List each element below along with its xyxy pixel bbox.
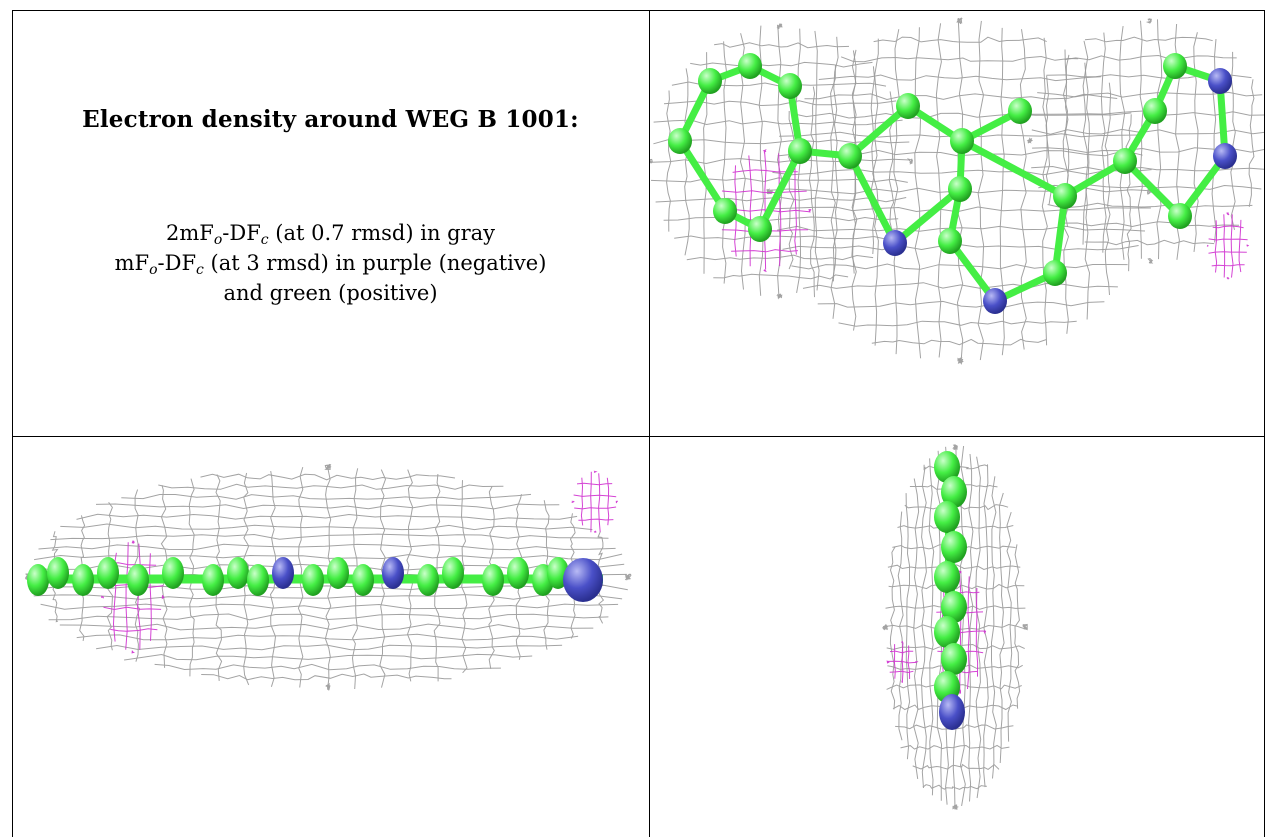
carbon-atom xyxy=(352,564,374,596)
carbon-atom xyxy=(27,564,49,596)
nitrogen-atom xyxy=(939,694,965,730)
figure-heading: Electron density around WEG B 1001: xyxy=(82,106,579,133)
carbon-atom xyxy=(941,643,967,675)
carbon-atom xyxy=(1053,183,1077,209)
carbon-atom xyxy=(748,216,772,242)
carbon-atom xyxy=(788,138,812,164)
carbon-atom xyxy=(1113,148,1137,174)
carbon-atom xyxy=(1008,98,1032,124)
legend-text: 2mFo-DFc (at 0.7 rmsd) in gray mFo-DFc (… xyxy=(12,218,649,308)
carbon-atom xyxy=(247,564,269,596)
density-mesh-gray-end xyxy=(882,444,1029,810)
carbon-atom xyxy=(668,128,692,154)
table-border-right xyxy=(1264,10,1265,837)
table-border-top xyxy=(12,10,1265,11)
carbon-atom xyxy=(507,557,529,589)
nitrogen-atom xyxy=(983,288,1007,314)
carbon-atom xyxy=(1043,260,1067,286)
ligand-density-image-top xyxy=(650,17,1264,365)
density-panel-top-view xyxy=(650,11,1264,436)
carbon-atom xyxy=(713,198,737,224)
carbon-atom xyxy=(934,561,960,593)
table-border-middle xyxy=(649,10,650,837)
carbon-atom xyxy=(838,143,862,169)
density-mesh-purple-right xyxy=(1206,212,1250,280)
legend-line-2: mFo-DFc (at 3 rmsd) in purple (negative) xyxy=(114,251,547,278)
ligand-atoms-top xyxy=(668,53,1237,314)
carbon-atom xyxy=(738,53,762,79)
density-mesh-purple-side-top xyxy=(571,470,618,533)
carbon-atom xyxy=(1143,98,1167,124)
density-panel-end-view xyxy=(650,437,1264,837)
ligand-atoms-side xyxy=(27,557,603,602)
carbon-atom xyxy=(938,228,962,254)
carbon-atom xyxy=(227,557,249,589)
nitrogen-atom xyxy=(883,230,907,256)
carbon-atom xyxy=(948,176,972,202)
nitrogen-atom xyxy=(382,557,404,589)
nitrogen-atom xyxy=(272,557,294,589)
carbon-atom xyxy=(934,501,960,533)
carbon-atom xyxy=(327,557,349,589)
carbon-atom xyxy=(778,73,802,99)
carbon-atom xyxy=(698,68,722,94)
ligand-atoms-end xyxy=(934,451,967,730)
nitrogen-atom xyxy=(1208,68,1232,94)
carbon-atom xyxy=(934,616,960,648)
carbon-atom xyxy=(950,128,974,154)
carbon-atom xyxy=(934,451,960,483)
carbon-atom xyxy=(162,557,184,589)
carbon-atom xyxy=(896,93,920,119)
legend-line-1: 2mFo-DFc (at 0.7 rmsd) in gray xyxy=(165,221,496,248)
carbon-atom xyxy=(127,564,149,596)
ligand-density-image-side xyxy=(24,463,632,691)
carbon-atom xyxy=(47,557,69,589)
density-mesh-purple-end-small xyxy=(886,641,919,684)
carbon-atom xyxy=(302,564,324,596)
carbon-atom xyxy=(1168,203,1192,229)
carbon-atom xyxy=(72,564,94,596)
density-mesh-purple-side xyxy=(101,540,165,654)
ligand-density-image-end xyxy=(882,444,1029,810)
nitrogen-atom xyxy=(563,558,603,602)
carbon-atom xyxy=(202,564,224,596)
density-panel-side-view xyxy=(13,437,649,837)
carbon-atom xyxy=(482,564,504,596)
carbon-atom xyxy=(941,476,967,508)
carbon-atom xyxy=(97,557,119,589)
table-row-divider xyxy=(12,436,1265,437)
carbon-atom xyxy=(941,531,967,563)
caption-cell: Electron density around WEG B 1001: 2mFo… xyxy=(12,10,649,436)
nitrogen-atom xyxy=(1213,143,1237,169)
carbon-atom xyxy=(941,591,967,623)
carbon-atom xyxy=(417,564,439,596)
carbon-atom xyxy=(442,557,464,589)
table-border-left xyxy=(12,10,13,837)
legend-line-3: and green (positive) xyxy=(223,281,438,305)
carbon-atom xyxy=(1163,53,1187,79)
